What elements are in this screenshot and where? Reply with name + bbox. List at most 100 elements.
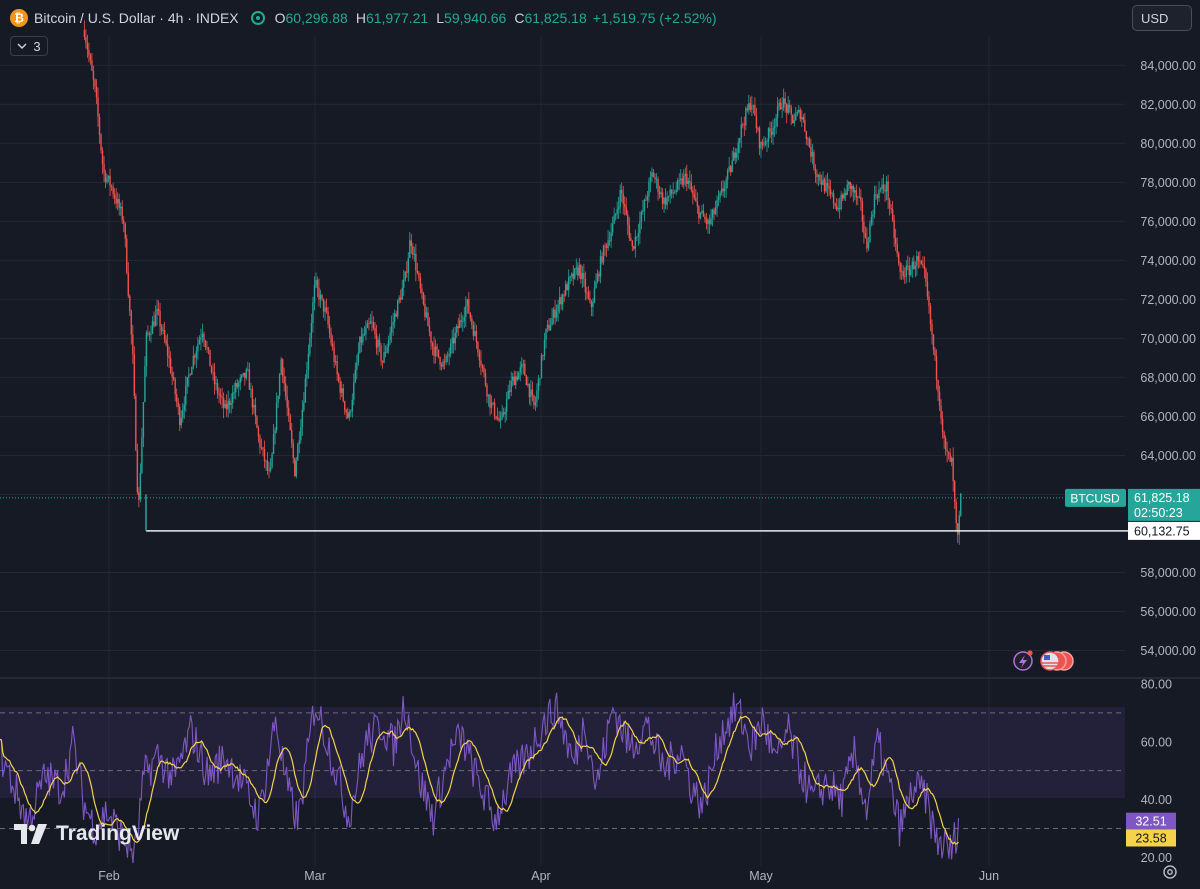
- candle: [356, 354, 358, 380]
- candle: [699, 212, 702, 220]
- price-tick-label: 58,000.00: [1140, 566, 1196, 580]
- candle: [168, 346, 170, 369]
- candle: [673, 189, 676, 194]
- candle: [695, 189, 697, 203]
- candle: [169, 351, 172, 375]
- us-flag-icon[interactable]: [1040, 651, 1060, 671]
- tradingview-logo-icon: [14, 824, 47, 844]
- candle: [796, 109, 798, 117]
- rsi-tick-label: 20.00: [1141, 851, 1172, 865]
- candle: [177, 397, 179, 415]
- candlestick-series: [83, 20, 962, 545]
- candle: [725, 176, 727, 198]
- candle: [232, 385, 234, 409]
- notification-dot-icon: [1027, 650, 1033, 656]
- candle: [353, 373, 355, 406]
- time-axis[interactable]: Feb Mar Apr May Jun: [98, 869, 999, 883]
- candle: [621, 182, 623, 203]
- candle: [831, 191, 833, 198]
- candle: [661, 188, 664, 210]
- candle: [928, 290, 930, 314]
- candle: [734, 147, 736, 165]
- candle: [336, 354, 338, 381]
- candle: [197, 336, 199, 360]
- candle: [611, 216, 614, 237]
- symbol-title[interactable]: Bitcoin / U.S. Dollar · 4h · INDEX: [34, 10, 239, 26]
- candle: [260, 438, 263, 451]
- last-price-label-group: BTCUSD 61,825.18 02:50:23 60,132.75: [1065, 488, 1200, 540]
- candle: [766, 138, 768, 152]
- candle: [227, 390, 229, 418]
- candle: [726, 168, 729, 189]
- candle: [737, 137, 739, 161]
- candle: [434, 339, 437, 364]
- candle: [681, 173, 683, 187]
- candle: [251, 385, 254, 416]
- currency-selector[interactable]: USD: [1132, 5, 1192, 31]
- candle: [793, 112, 795, 127]
- candle: [748, 95, 750, 115]
- price-tick-label: 72,000.00: [1140, 293, 1196, 307]
- candle: [616, 201, 618, 219]
- event-markers[interactable]: [1013, 650, 1074, 671]
- candle: [505, 391, 508, 421]
- candle: [605, 243, 608, 258]
- candle: [291, 422, 293, 448]
- price-axis[interactable]: 84,000.00 82,000.00 80,000.00 78,000.00 76,0…: [1140, 59, 1196, 658]
- candle: [278, 372, 281, 400]
- candle: [946, 441, 948, 463]
- candle: [516, 371, 518, 382]
- candle: [639, 211, 641, 244]
- candle: [492, 401, 494, 406]
- candle: [931, 319, 933, 345]
- candle: [306, 361, 308, 387]
- market-status-icon[interactable]: [250, 11, 265, 25]
- candle: [481, 363, 484, 373]
- candle: [746, 104, 749, 113]
- candle: [548, 317, 550, 332]
- candle: [160, 324, 163, 335]
- candle: [953, 479, 956, 509]
- candle: [156, 299, 158, 326]
- indicators-collapse-button[interactable]: 3: [10, 36, 48, 56]
- candle: [292, 439, 294, 464]
- candle: [784, 92, 786, 113]
- rsi-value-tag: [1126, 812, 1176, 830]
- candle: [752, 104, 755, 114]
- candle: [103, 156, 105, 183]
- candle: [637, 223, 640, 246]
- candle: [495, 415, 497, 421]
- candle: [288, 400, 290, 422]
- candle: [344, 400, 346, 415]
- candle: [295, 456, 297, 479]
- candle: [145, 330, 148, 377]
- candle: [704, 213, 706, 223]
- candle: [460, 312, 462, 328]
- candle: [136, 443, 139, 495]
- rsi-axis[interactable]: 80.00 60.00 40.00 20.00: [1141, 678, 1172, 865]
- tradingview-logo[interactable]: TradingView: [14, 822, 179, 846]
- candle: [357, 342, 360, 366]
- candle: [109, 168, 111, 197]
- candle: [463, 306, 465, 329]
- candle: [820, 174, 823, 192]
- candle: [120, 202, 122, 216]
- candle: [430, 331, 432, 350]
- candle: [714, 200, 717, 215]
- candle: [652, 169, 655, 178]
- candle: [179, 403, 181, 432]
- candle: [667, 195, 670, 202]
- candle: [531, 381, 534, 402]
- candle: [539, 377, 541, 386]
- candle: [866, 227, 868, 253]
- candle: [855, 184, 858, 206]
- candle: [755, 107, 758, 134]
- gear-icon[interactable]: [1160, 862, 1180, 882]
- candle: [684, 167, 686, 187]
- price-tick-label: 54,000.00: [1140, 644, 1196, 658]
- candle: [845, 189, 847, 201]
- candle: [602, 244, 605, 265]
- candle: [171, 366, 173, 386]
- candle: [286, 385, 288, 417]
